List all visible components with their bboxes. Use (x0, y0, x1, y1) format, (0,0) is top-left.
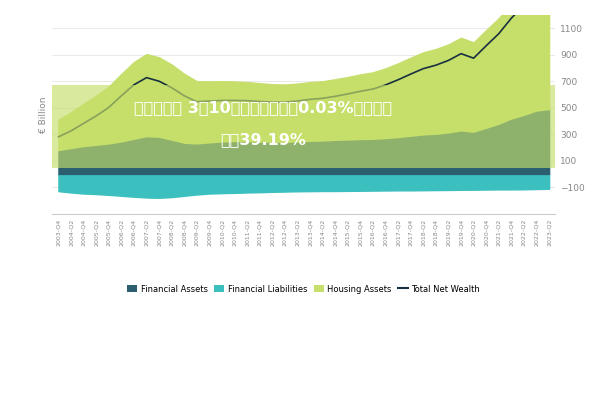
FancyBboxPatch shape (52, 84, 556, 168)
Text: 股票做配资 3月10日浦发转债下跌0.03%，转股溢: 股票做配资 3月10日浦发转债下跌0.03%，转股溢 (134, 100, 392, 115)
Text: 价率39.19%: 价率39.19% (221, 132, 307, 147)
Legend: Financial Assets, Financial Liabilities, Housing Assets, Total Net Wealth: Financial Assets, Financial Liabilities,… (124, 281, 484, 297)
Y-axis label: € Billion: € Billion (39, 96, 48, 132)
